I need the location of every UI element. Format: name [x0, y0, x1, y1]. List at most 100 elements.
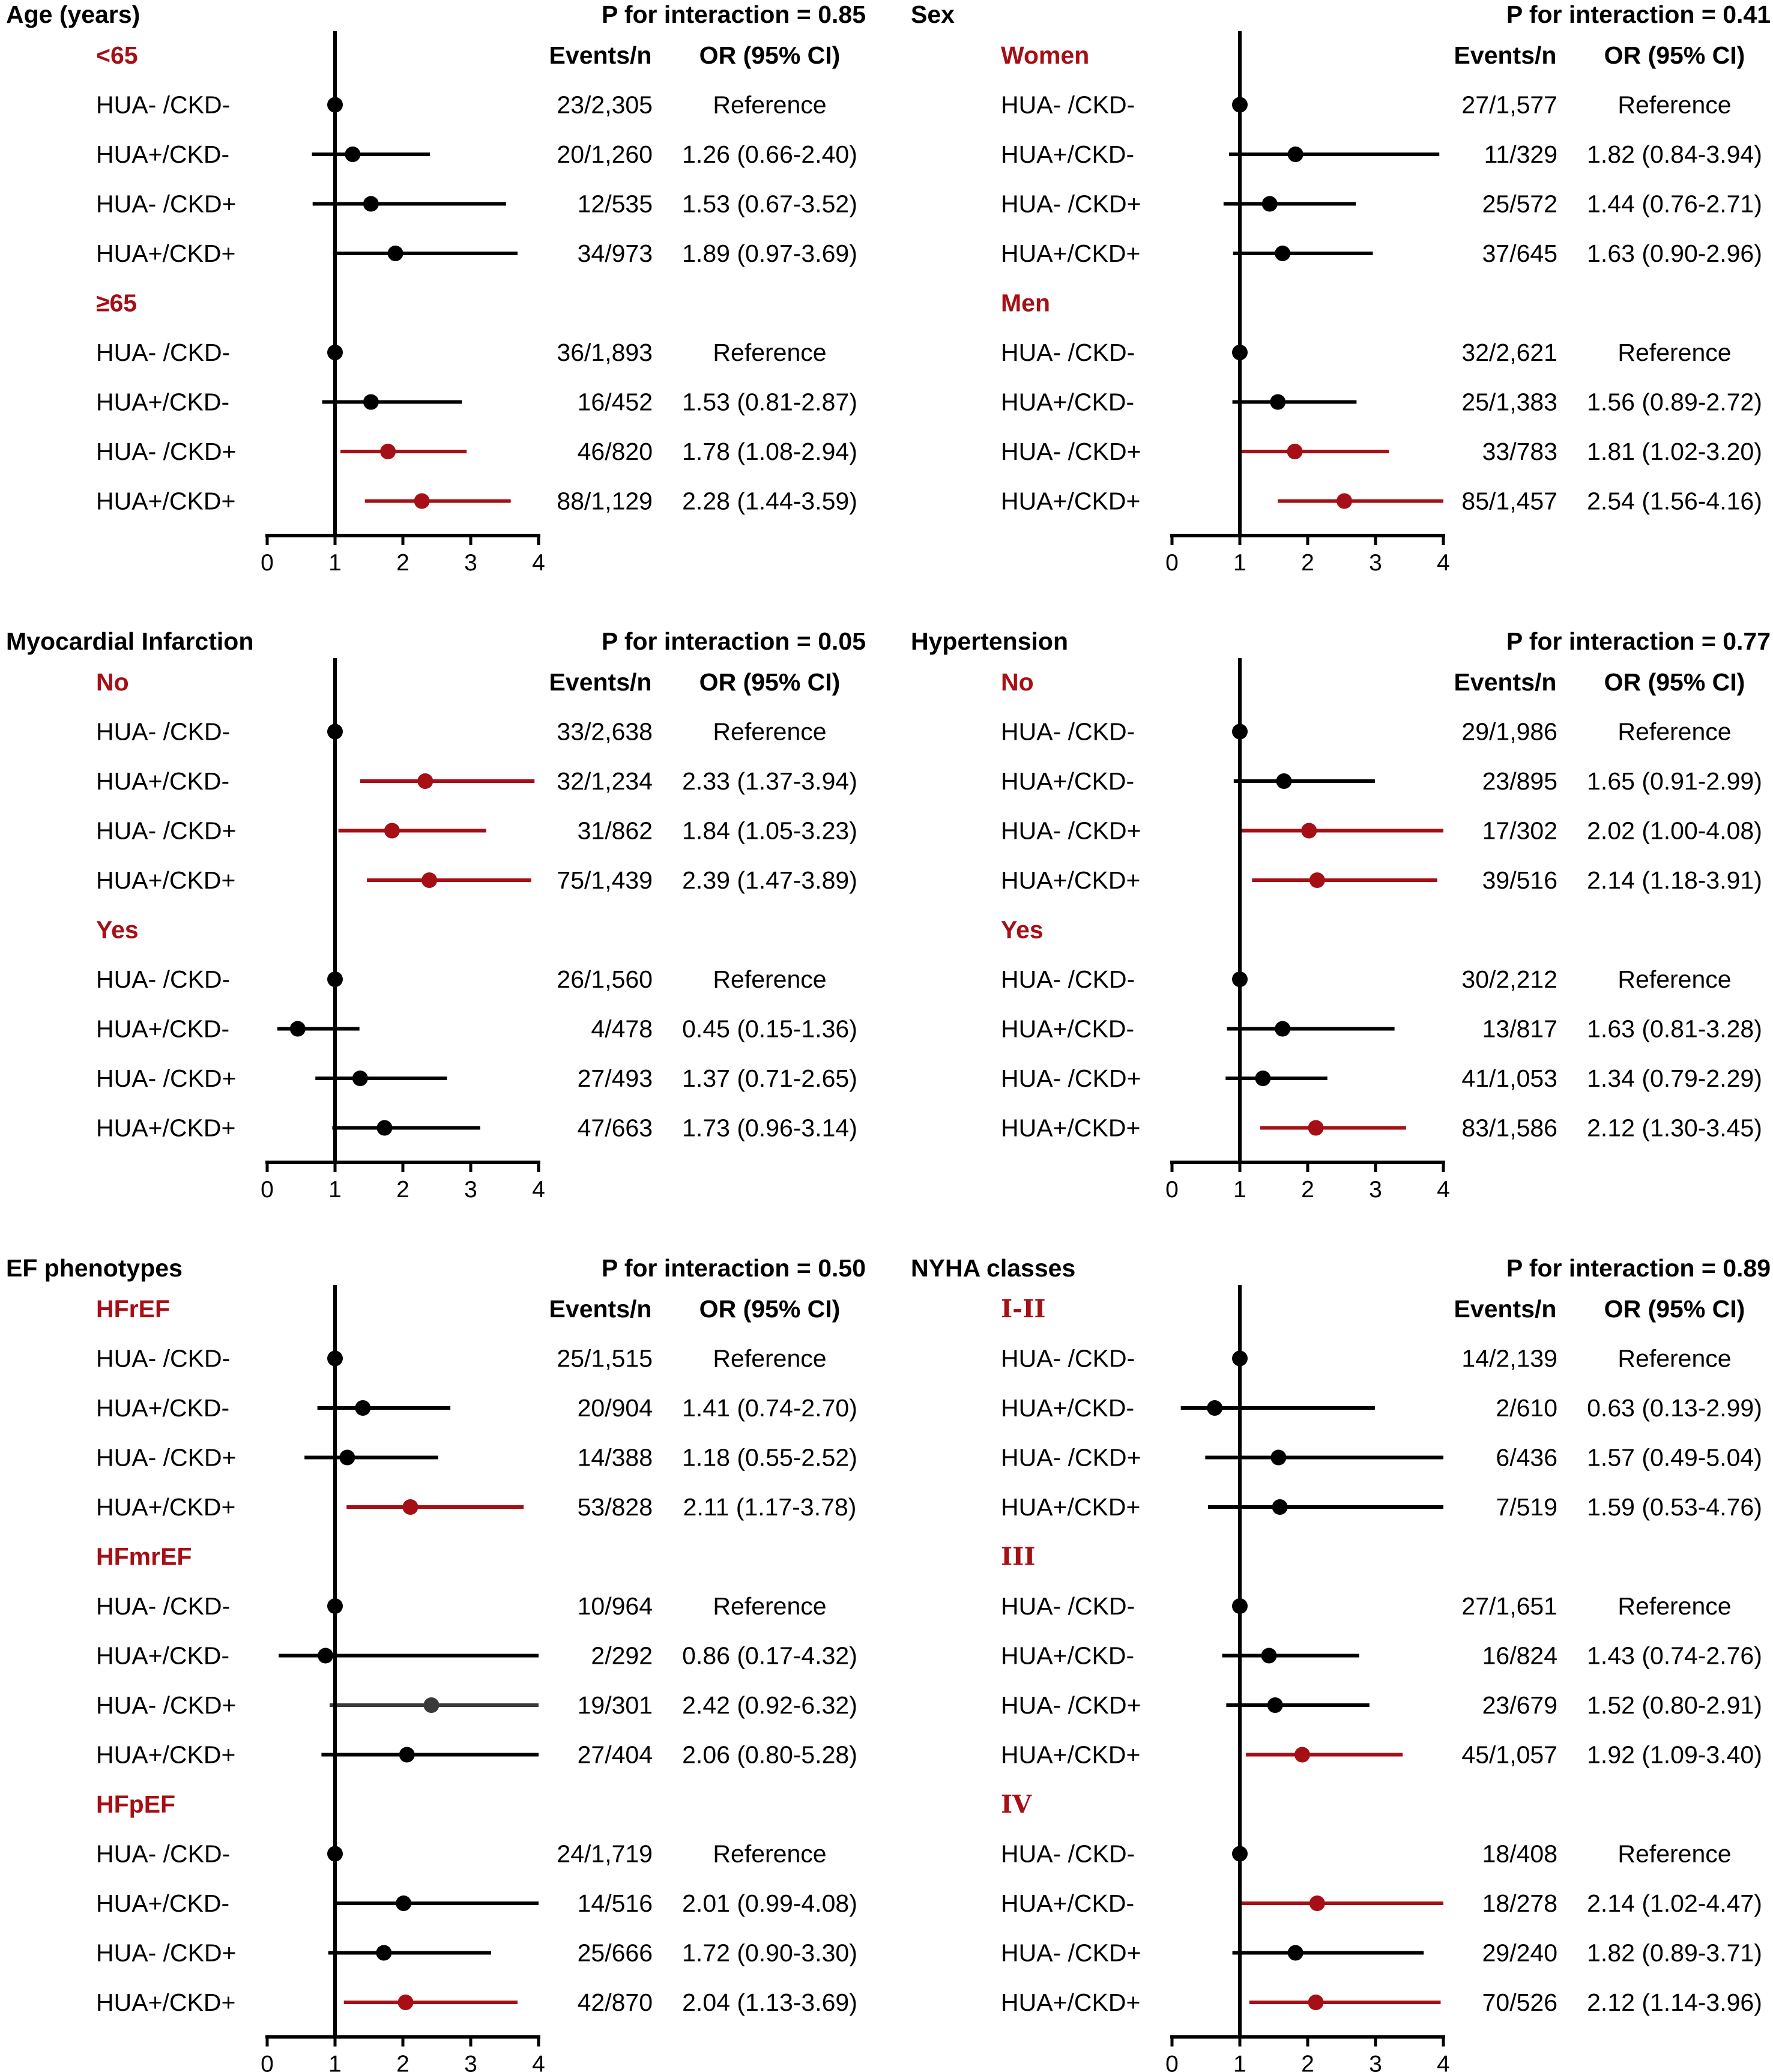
group-label: HFpEF: [96, 1790, 175, 1818]
x-tick-label: 2: [1301, 2052, 1314, 2072]
row-label: HUA+/CKD+: [1001, 1114, 1140, 1142]
events-value: 24/1,719: [557, 1840, 653, 1868]
or-ci-value: 1.84 (1.05-3.23): [682, 817, 857, 845]
row-label: HUA- /CKD-: [96, 1592, 230, 1620]
interaction-p-label: P for interaction = 0.77: [1506, 627, 1771, 655]
x-tick-label: 1: [1233, 550, 1246, 576]
point-estimate: [1301, 823, 1317, 839]
x-tick-label: 0: [261, 2052, 274, 2072]
events-value: 16/824: [1482, 1642, 1557, 1670]
group-label: No: [96, 668, 129, 696]
or-ci-value: 2.01 (0.99-4.08): [682, 1889, 857, 1917]
or-ci-value: Reference: [713, 718, 826, 746]
events-value: 10/964: [578, 1592, 653, 1620]
or-ci-value: 2.11 (1.17-3.78): [683, 1493, 857, 1521]
events-value: 18/408: [1482, 1840, 1557, 1868]
row-label: HUA- /CKD+: [1001, 438, 1141, 465]
or-ci-value: 1.37 (0.71-2.65): [682, 1065, 857, 1092]
events-value: 45/1,057: [1461, 1741, 1557, 1769]
or-ci-value: 1.82 (0.84-3.94): [1587, 140, 1762, 168]
group-label: Yes: [1001, 916, 1044, 944]
interaction-p-label: P for interaction = 0.50: [602, 1254, 866, 1282]
events-value: 88/1,129: [557, 488, 653, 515]
or-ci-value: 2.42 (0.92-6.32): [682, 1691, 857, 1719]
or-column-header: OR (95% CI): [1604, 668, 1745, 696]
or-ci-value: Reference: [1617, 1840, 1731, 1868]
row-label: HUA- /CKD+: [96, 438, 237, 465]
panel-title: Hypertension: [911, 627, 1068, 655]
point-estimate: [417, 773, 433, 789]
or-ci-value: Reference: [1617, 718, 1731, 746]
or-ci-value: 2.12 (1.14-3.96): [1587, 1989, 1762, 2016]
events-value: 19/301: [578, 1691, 653, 1719]
x-tick-label: 3: [1369, 2052, 1382, 2072]
panel-title: Sex: [911, 1, 955, 28]
or-ci-value: 1.52 (0.80-2.91): [1587, 1691, 1762, 1719]
row-label: HUA+/CKD+: [96, 1493, 235, 1521]
point-estimate: [1287, 1945, 1303, 1961]
row-label: HUA- /CKD+: [1001, 1691, 1141, 1719]
panel-title: Myocardial Infarction: [6, 627, 253, 655]
or-ci-value: 1.44 (0.76-2.71): [1587, 190, 1762, 218]
point-estimate: [1308, 1995, 1324, 2010]
x-tick-label: 2: [396, 1177, 409, 1203]
forest-panel-5: EF phenotypes P for interaction = 0.50 Eve…: [6, 1254, 866, 2072]
events-value: 14/2,139: [1461, 1345, 1557, 1373]
events-value: 27/1,577: [1461, 91, 1557, 119]
or-ci-value: 0.86 (0.17-4.32): [682, 1642, 857, 1670]
row-label: HUA+/CKD+: [1001, 488, 1140, 515]
x-tick-label: 3: [1369, 550, 1382, 576]
events-column-header: Events/n: [549, 668, 652, 696]
or-ci-value: Reference: [713, 1592, 826, 1620]
row-label: HUA+/CKD+: [96, 866, 235, 894]
row-label: HUA- /CKD-: [96, 91, 230, 119]
or-ci-value: Reference: [1617, 1592, 1731, 1620]
group-label: Yes: [96, 916, 139, 944]
panel-title: Age (years): [6, 1, 140, 28]
events-value: 7/519: [1496, 1493, 1557, 1521]
point-estimate: [363, 394, 379, 410]
row-label: HUA+/CKD+: [1001, 240, 1140, 267]
events-column-header: Events/n: [1454, 668, 1557, 696]
row-label: HUA+/CKD-: [96, 388, 229, 416]
or-ci-value: 2.14 (1.02-4.47): [1587, 1889, 1762, 1917]
or-ci-value: 2.33 (1.37-3.94): [682, 767, 857, 795]
row-label: HUA+/CKD-: [1001, 1642, 1134, 1670]
group-label: No: [1001, 668, 1034, 696]
group-label: HFmrEF: [96, 1543, 192, 1571]
point-estimate: [387, 246, 403, 261]
row-label: HUA- /CKD-: [96, 718, 230, 746]
or-ci-value: Reference: [713, 1345, 826, 1373]
point-estimate: [421, 872, 438, 888]
events-value: 6/436: [1496, 1444, 1557, 1472]
or-column-header: OR (95% CI): [1604, 1295, 1745, 1323]
point-estimate: [1255, 1071, 1271, 1086]
or-ci-value: 1.89 (0.97-3.69): [682, 240, 857, 267]
or-ci-value: Reference: [713, 1840, 826, 1868]
events-value: 70/526: [1482, 1989, 1557, 2016]
point-estimate: [1272, 1499, 1288, 1515]
point-estimate: [376, 1120, 393, 1136]
events-value: 25/1,383: [1461, 388, 1557, 416]
events-value: 23/895: [1482, 767, 1557, 795]
or-ci-value: 1.92 (1.09-3.40): [1587, 1741, 1762, 1769]
row-label: HUA- /CKD-: [1001, 965, 1135, 993]
forest-panel-4: Hypertension P for interaction = 0.77 Even…: [911, 627, 1771, 1203]
events-value: 16/452: [578, 388, 653, 416]
row-label: HUA+/CKD+: [96, 1114, 235, 1142]
x-tick-label: 2: [396, 2052, 409, 2072]
or-ci-value: 1.73 (0.96-3.14): [682, 1114, 857, 1142]
events-value: 13/817: [1482, 1015, 1557, 1043]
group-label: Women: [1001, 41, 1089, 69]
or-ci-value: 1.26 (0.66-2.40): [682, 140, 857, 168]
or-ci-value: Reference: [713, 965, 826, 993]
group-label: ≥65: [96, 289, 137, 317]
point-estimate: [289, 1021, 306, 1037]
point-estimate: [1275, 246, 1291, 261]
point-estimate: [345, 146, 361, 162]
or-ci-value: 1.53 (0.67-3.52): [682, 190, 857, 218]
or-ci-value: 1.18 (0.55-2.52): [682, 1444, 857, 1472]
or-ci-value: 1.59 (0.53-4.76): [1587, 1493, 1762, 1521]
row-label: HUA+/CKD-: [96, 140, 229, 168]
row-label: HUA+/CKD+: [1001, 866, 1140, 894]
